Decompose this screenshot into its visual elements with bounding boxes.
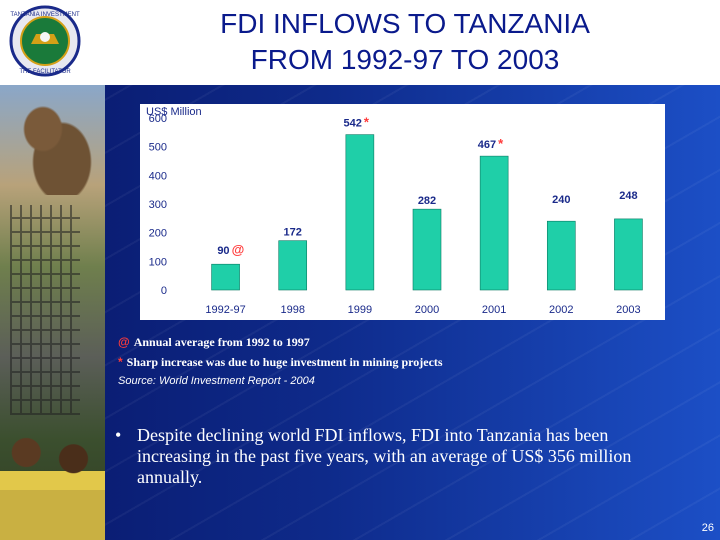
mine-workers-photo — [0, 415, 105, 540]
y-tick-label: 500 — [149, 142, 167, 154]
page-number: 26 — [701, 522, 714, 534]
tic-logo: TANZANIA INVESTMENT THE FACILITATOR — [9, 5, 81, 77]
bar-2002 — [546, 220, 576, 291]
slide-title: FDI INFLOWS TO TANZANIA FROM 1992-97 TO … — [100, 6, 710, 78]
logo-lettering-bottom: THE FACILITATOR — [19, 69, 71, 75]
bullet-point: • Despite declining world FDI inflows, F… — [115, 425, 685, 488]
y-tick-label: 600 — [149, 113, 167, 125]
photo-collage — [0, 85, 105, 540]
source-citation: Source: World Investment Report - 2004 — [118, 375, 315, 387]
x-tick-label: 1998 — [280, 304, 304, 316]
note-mining: * Sharp increase was due to huge investme… — [118, 355, 443, 370]
bar-1992-97 — [211, 263, 240, 291]
title-line-1: FDI INFLOWS TO TANZANIA — [220, 8, 590, 39]
x-tick-label: 1999 — [348, 304, 372, 316]
y-tick-label: 400 — [149, 170, 167, 182]
star-marker-symbol: * — [498, 136, 504, 151]
bullet-marker: • — [115, 425, 122, 445]
x-tick-label: 2000 — [415, 304, 439, 316]
x-tick-label: 2001 — [482, 304, 506, 316]
data-label: 240 — [552, 194, 570, 206]
data-label: 542 — [343, 118, 361, 130]
title-line-2: FROM 1992-97 TO 2003 — [250, 44, 560, 75]
logo-lettering: TANZANIA INVESTMENT — [10, 12, 80, 18]
data-label: 172 — [284, 227, 302, 239]
at-marker-symbol: @ — [232, 242, 245, 257]
note-annual-average: @ Annual average from 1992 to 1997 — [118, 335, 310, 350]
wildlife-photo — [5, 85, 100, 195]
y-tick-label: 300 — [149, 199, 167, 211]
bar-2001 — [479, 155, 509, 291]
y-axis-unit-label: US$ Million — [146, 106, 202, 118]
x-tick-label: 1992-97 — [205, 304, 245, 316]
y-tick-label: 100 — [149, 256, 167, 268]
star-marker-symbol: * — [364, 115, 370, 130]
data-label: 90 — [217, 245, 229, 257]
bar-1998 — [278, 240, 308, 291]
data-label: 282 — [418, 195, 436, 207]
note-annual-average-text: Annual average from 1992 to 1997 — [133, 335, 310, 349]
slide-header: TANZANIA INVESTMENT THE FACILITATOR FDI … — [0, 0, 720, 85]
data-label: 248 — [619, 190, 637, 202]
x-tick-label: 2002 — [549, 304, 573, 316]
x-tick-label: 2003 — [616, 304, 640, 316]
y-tick-label: 0 — [161, 285, 167, 297]
mining-headframe-photo — [10, 205, 80, 415]
bar-2003 — [614, 218, 643, 291]
star-marker: * — [118, 355, 123, 369]
y-tick-label: 200 — [149, 228, 167, 240]
bullet-text: Despite declining world FDI inflows, FDI… — [137, 425, 632, 487]
bar-1999 — [345, 134, 375, 291]
note-mining-text: Sharp increase was due to huge investmen… — [126, 355, 443, 369]
at-marker: @ — [118, 335, 130, 349]
data-label: 467 — [478, 139, 496, 151]
bar-2000 — [412, 208, 442, 291]
